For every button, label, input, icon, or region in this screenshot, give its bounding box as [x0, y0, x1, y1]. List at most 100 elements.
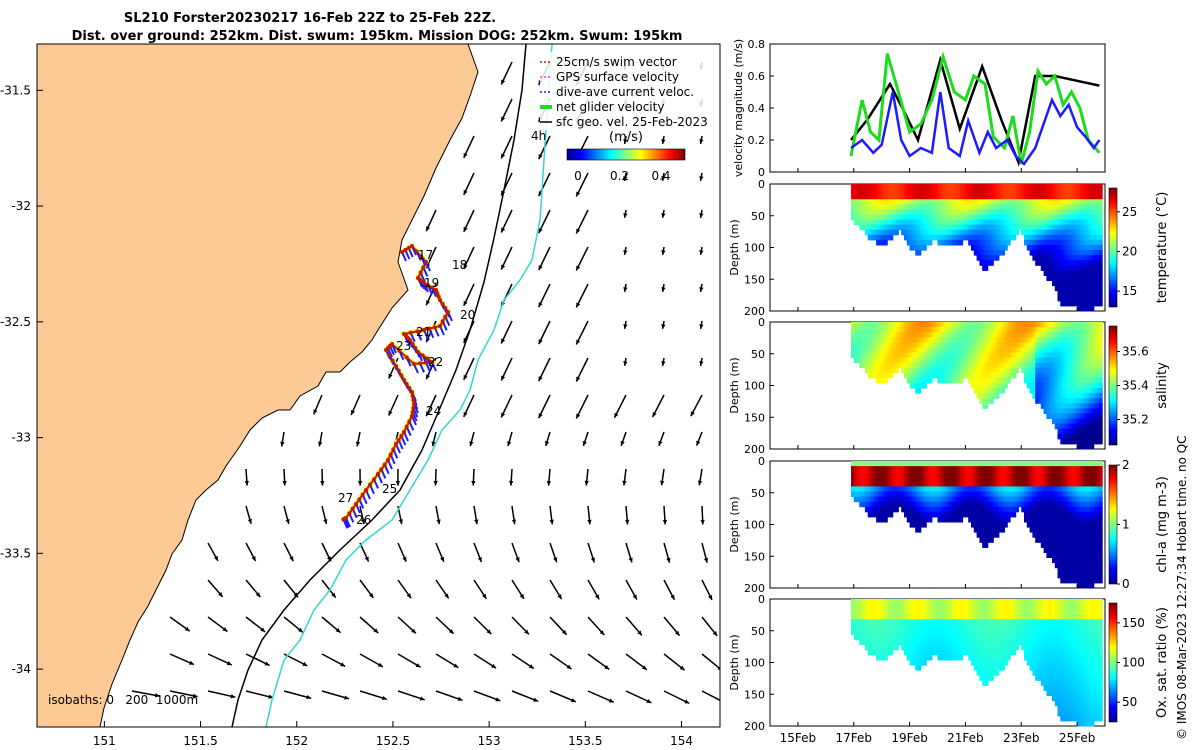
heatmap-cell: [1012, 199, 1017, 205]
heatmap-cell: [1079, 337, 1084, 343]
depth-tick-label: 150: [744, 550, 765, 563]
heatmap-cell: [878, 466, 883, 472]
heatmap-cell: [1068, 255, 1072, 261]
heatmap-cell: [1060, 567, 1064, 574]
heatmap-cell: [920, 599, 925, 605]
heatmap-cell: [1032, 496, 1036, 503]
heatmap-cell: [1096, 572, 1100, 579]
heatmap-cell: [982, 245, 986, 251]
heatmap-cell: [1015, 471, 1019, 477]
heatmap-cell: [951, 466, 955, 472]
heatmap-cell: [1024, 362, 1028, 369]
heatmap-cell: [867, 471, 871, 477]
heatmap-cell: [943, 189, 947, 195]
heatmap-cell: [948, 506, 952, 513]
heatmap-cell: [1091, 245, 1095, 251]
heatmap-cell: [1065, 501, 1070, 508]
current-arrowhead: [662, 519, 668, 525]
heatmap-cell: [957, 506, 961, 513]
heatmap-cell: [1026, 219, 1031, 226]
heatmap-cell: [1043, 537, 1047, 543]
heatmap-cell: [1079, 362, 1084, 369]
heatmap-cell: [862, 352, 866, 359]
legend-item: net glider velocity: [556, 100, 664, 114]
heatmap-cell: [867, 234, 871, 241]
heatmap-cell: [1018, 322, 1022, 328]
heatmap-cell: [1029, 511, 1033, 518]
heatmap-cell: [881, 372, 885, 379]
heatmap-cell: [929, 486, 933, 492]
heatmap-cell: [951, 461, 955, 467]
heatmap-cell: [1052, 471, 1056, 477]
heatmap-cell: [931, 194, 936, 200]
heatmap-cell: [870, 496, 874, 503]
heatmap-cell: [1074, 189, 1078, 195]
current-arrowhead: [381, 695, 387, 701]
heatmap-cell: [1082, 357, 1086, 364]
heatmap-cell: [878, 604, 883, 610]
heatmap-cell: [976, 199, 980, 205]
heatmap-cell: [985, 219, 989, 226]
heatmap-cell: [892, 639, 897, 646]
heatmap-cell: [948, 377, 952, 384]
heatmap-cell: [993, 194, 997, 200]
heatmap-cell: [979, 516, 983, 523]
heatmap-cell: [1043, 408, 1047, 414]
heatmap-cell: [898, 599, 902, 605]
heatmap-cell: [1052, 229, 1056, 236]
heatmap-cell: [887, 357, 891, 364]
current-arrowhead: [306, 694, 312, 700]
heatmap-cell: [884, 357, 888, 364]
heatmap-cell: [1035, 481, 1039, 487]
heatmap-cell: [1093, 438, 1098, 445]
heatmap-cell: [954, 199, 958, 205]
track-point: [419, 254, 424, 259]
heatmap-cell: [1057, 290, 1061, 297]
heatmap-cell: [937, 189, 941, 195]
heatmap-cell: [904, 327, 908, 333]
heatmap-cell: [1012, 184, 1017, 190]
heatmap-cell: [985, 362, 989, 369]
heatmap-cell: [909, 476, 913, 482]
heatmap-cell: [1032, 527, 1036, 533]
heatmap-cell: [957, 214, 961, 221]
heatmap-cell: [996, 527, 1000, 533]
heatmap-cell: [923, 229, 927, 236]
heatmap-cell: [895, 619, 899, 625]
heatmap-cell: [1004, 377, 1008, 384]
heatmap-cell: [990, 362, 994, 369]
heatmap-cell: [1088, 239, 1092, 246]
heatmap-cell: [1060, 423, 1064, 430]
heatmap-cell: [1052, 506, 1056, 513]
heatmap-cell: [1074, 496, 1078, 503]
heatmap-cell: [1091, 572, 1095, 579]
heatmap-cell: [1004, 214, 1008, 221]
heatmap-cell: [1077, 275, 1081, 281]
heatmap-cell: [1085, 572, 1089, 579]
heatmap-cell: [1035, 189, 1039, 195]
heatmap-cell: [1052, 383, 1056, 389]
heatmap-cell: [985, 383, 989, 389]
heatmap-cell: [1099, 189, 1103, 195]
heatmap-cell: [1057, 527, 1061, 533]
heatmap-cell: [962, 204, 966, 210]
heatmap-cell: [1068, 537, 1072, 543]
heatmap-cell: [1035, 496, 1039, 503]
heatmap-cell: [1015, 357, 1019, 364]
heatmap-cell: [996, 204, 1000, 210]
heatmap-cell: [1088, 357, 1092, 364]
heatmap-cell: [1057, 532, 1061, 538]
heatmap-cell: [1046, 322, 1050, 328]
heatmap-cell: [1035, 516, 1039, 523]
heatmap-cell: [987, 194, 992, 200]
heatmap-cell: [1096, 423, 1100, 430]
heatmap-cell: [1012, 234, 1017, 241]
heatmap-cell: [1085, 357, 1089, 364]
heatmap-cell: [915, 604, 919, 610]
heatmap-cell: [912, 322, 916, 328]
heatmap-cell: [973, 481, 978, 487]
heatmap-cell: [876, 229, 880, 236]
heatmap-cell: [943, 372, 947, 379]
heatmap-cell: [873, 486, 877, 492]
